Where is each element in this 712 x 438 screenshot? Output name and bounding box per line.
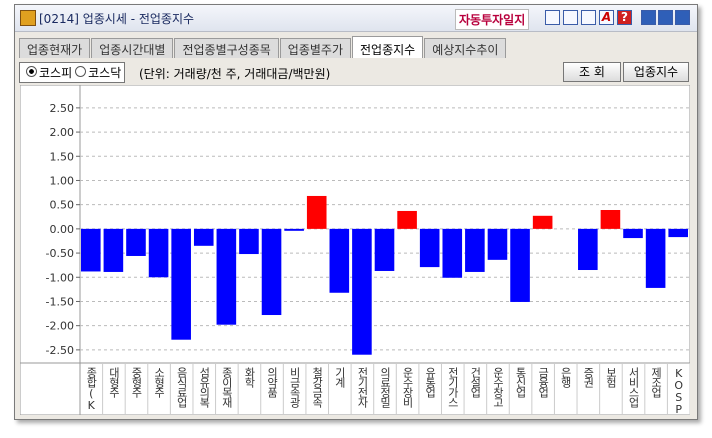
bar: [645, 228, 666, 288]
bar: [510, 228, 530, 302]
x-tick-label: 운수장비: [401, 367, 414, 408]
unit-note: (단위: 거래량/천 주, 거래대금/백만원): [139, 67, 331, 81]
y-tick-label: 0.50: [50, 199, 75, 212]
y-tick-label: -2.00: [46, 320, 74, 333]
radio-dot[interactable]: [26, 66, 37, 77]
bar: [329, 228, 350, 293]
bar: [442, 228, 463, 278]
x-tick-label: 제조업: [650, 367, 663, 398]
radio-label[interactable]: 코스닥: [88, 66, 122, 80]
x-tick-label: 비금속광: [288, 367, 301, 408]
bar: [487, 228, 508, 260]
y-tick-label: -1.50: [46, 295, 74, 308]
y-tick-label: -1.00: [46, 271, 74, 284]
x-tick-label: 은행: [559, 367, 572, 388]
x-tick-label: 소형주: [153, 367, 166, 398]
copy-button[interactable]: [563, 10, 578, 25]
y-tick-label: 2.50: [50, 102, 75, 115]
bar: [126, 228, 146, 256]
bar: [578, 228, 598, 271]
title-bar: [0214] 업종시세 - 전업종지수 자동투자일지 A ?: [15, 5, 697, 32]
toolbar: 코스피 코스닥 (단위: 거래량/천 주, 거래대금/백만원) 조 회 업종지수: [19, 61, 691, 83]
x-tick-label: 섬유의복: [198, 367, 211, 409]
tab[interactable]: 전업종별구성종목: [174, 38, 279, 58]
tab[interactable]: 업종시간대별: [91, 38, 174, 58]
bar: [623, 228, 643, 239]
x-tick-label: 전기전자: [356, 367, 369, 408]
bar: [668, 228, 688, 238]
y-tick-label: 1.00: [50, 174, 75, 187]
bar: [397, 210, 417, 229]
y-tick-label: 1.50: [50, 150, 75, 163]
y-tick-label: 0.00: [50, 223, 75, 236]
x-tick-label: 증권: [582, 367, 595, 388]
tab[interactable]: 업종별주가: [279, 38, 351, 58]
x-tick-label: 운수창고: [491, 367, 504, 407]
bar: [352, 228, 372, 355]
y-tick-label: -2.50: [46, 344, 74, 357]
button[interactable]: 조 회: [563, 62, 621, 82]
x-tick-label: 보험: [604, 367, 617, 388]
radio-dot[interactable]: [75, 66, 87, 77]
bar: [81, 228, 101, 272]
bar: [465, 228, 485, 272]
x-tick-label: 종이목재: [220, 367, 233, 408]
x-tick-label: 서비스업: [627, 367, 640, 408]
x-tick-label: 종합(K: [85, 367, 98, 411]
tab[interactable]: 업종현재가: [19, 38, 91, 58]
bar: [374, 228, 395, 271]
x-tick-label: 철강금속: [311, 367, 324, 408]
bar: [171, 228, 191, 340]
bar: [600, 209, 621, 229]
x-tick-label: KOSP: [672, 367, 685, 415]
bar: [103, 228, 124, 272]
bar: [239, 228, 259, 255]
maximize-button[interactable]: [658, 10, 673, 25]
x-tick-label: 건설업: [469, 367, 482, 398]
chart: 2.50 2.00 1.50 1.00 0.50 0.00 -0.50 -1.00 -1.50 -…: [20, 85, 690, 415]
font-button[interactable]: A: [599, 10, 614, 25]
x-tick-label: 금융업: [537, 367, 550, 398]
bar: [532, 215, 553, 229]
bar: [284, 228, 304, 231]
journal-button[interactable]: 자동투자일지: [455, 9, 530, 30]
tab[interactable]: 예상지수추이: [424, 38, 507, 58]
bar: [193, 228, 214, 246]
y-tick-label: 2.00: [50, 126, 75, 139]
window: [0214] 업종시세 - 전업종지수 자동투자일지 A ? 업종현재가 업종시간…: [14, 4, 698, 420]
x-tick-label: 대형주: [107, 367, 120, 398]
x-tick-label: 통신업: [514, 367, 527, 398]
close-button[interactable]: [675, 10, 690, 25]
bar: [216, 228, 237, 325]
x-tick-label: 중형주: [130, 367, 143, 398]
y-tick-label: -0.50: [46, 247, 74, 260]
bar: [148, 228, 169, 278]
minimize-button[interactable]: [641, 10, 656, 25]
x-tick-label: 의료정밀: [379, 367, 392, 408]
market-radio-group: 코스피 코스닥: [19, 62, 126, 83]
bar: [419, 228, 440, 268]
tab[interactable]: 전업종지수: [351, 36, 424, 58]
window-title: [0214] 업종시세 - 전업종지수: [39, 12, 195, 26]
x-tick-label: 유통업: [424, 367, 437, 398]
pin-button[interactable]: [581, 10, 596, 25]
layout-button[interactable]: [545, 10, 560, 25]
tab-bar: 업종현재가 업종시간대별 전업종별구성종목 업종별주가 전업종지수 예상지수추이: [19, 36, 507, 58]
help-button[interactable]: ?: [617, 10, 632, 25]
x-tick-label: 화학: [243, 367, 256, 388]
radio-label[interactable]: 코스피: [39, 66, 73, 80]
bar: [306, 195, 327, 229]
x-tick-label: 전기가스: [446, 367, 459, 407]
x-tick-label: 의약품: [266, 367, 279, 398]
x-tick-label: 음식료업: [175, 367, 188, 408]
x-tick-label: 기계: [333, 367, 346, 389]
button[interactable]: 업종지수: [623, 62, 689, 82]
bar: [261, 228, 282, 316]
app-icon: [20, 10, 36, 26]
